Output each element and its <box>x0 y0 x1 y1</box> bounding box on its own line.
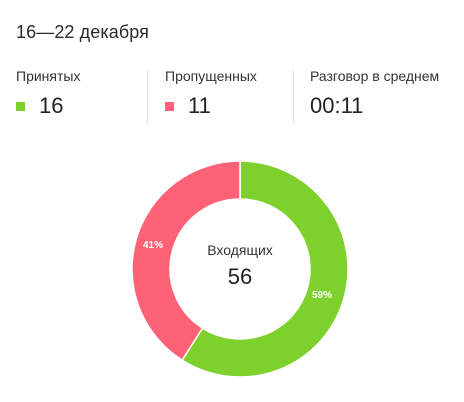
stat-accepted-value-row: 16 <box>16 94 80 118</box>
stat-accepted-value: 16 <box>39 93 64 118</box>
stat-missed: Пропущенных 11 <box>165 68 257 124</box>
slice-missed <box>131 160 241 362</box>
donut-svg <box>131 160 349 378</box>
stat-avg-talk-value: 00:11 <box>310 93 364 118</box>
stat-avg-talk: Разговор в среднем 00:11 <box>310 68 439 124</box>
stats-divider <box>293 70 294 124</box>
stat-avg-talk-value-row: 00:11 <box>310 94 439 118</box>
donut-center-label: Входящих <box>207 242 273 258</box>
stat-missed-value-row: 11 <box>165 94 257 118</box>
stat-accepted-label: Принятых <box>16 68 81 84</box>
period-title: 16—22 декабря <box>16 22 150 42</box>
missed-color-marker <box>165 101 174 111</box>
stat-missed-label: Пропущенных <box>165 68 257 84</box>
slice-label-missed: 41% <box>143 240 164 251</box>
donut-center-value: 56 <box>227 264 253 289</box>
stat-missed-value: 11 <box>188 93 211 118</box>
accepted-color-marker <box>16 101 25 111</box>
slice-accepted <box>181 160 349 378</box>
stat-avg-talk-label: Разговор в среднем <box>310 68 440 84</box>
slice-label-accepted: 59% <box>312 290 333 301</box>
incoming-donut-chart: Входящих 56 59% 41% <box>131 160 349 378</box>
stats-divider <box>147 70 148 124</box>
stats-row: Принятых 16 Пропущенных 11 Разговор в ср… <box>0 68 464 124</box>
stat-accepted: Принятых 16 <box>16 68 80 124</box>
